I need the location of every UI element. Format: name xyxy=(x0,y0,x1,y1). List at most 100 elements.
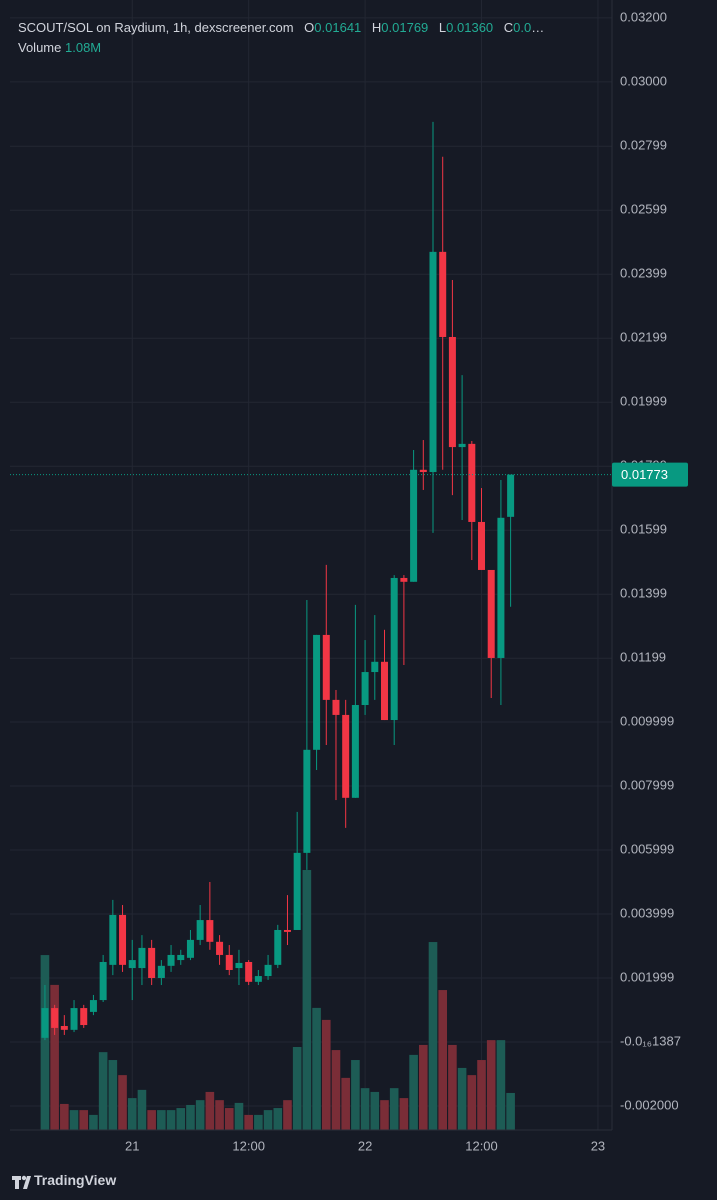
candle-body xyxy=(254,976,262,982)
volume-layer xyxy=(40,870,515,1130)
candle-body xyxy=(458,443,466,448)
volume-bar xyxy=(448,1044,457,1130)
y-tick-label: 0.003999 xyxy=(620,905,674,920)
candle-body xyxy=(390,577,398,721)
volume-bar xyxy=(312,1007,321,1130)
volume-bar xyxy=(331,1050,341,1130)
volume-bar xyxy=(244,1114,253,1130)
volume-bar xyxy=(127,1098,137,1130)
volume-bar xyxy=(118,1075,127,1130)
candle-body xyxy=(109,914,117,965)
candle-body xyxy=(400,577,408,582)
x-tick-label: 21 xyxy=(125,1138,139,1153)
y-tick-label: 0.007999 xyxy=(620,777,674,792)
volume-bar xyxy=(166,1110,176,1130)
candle-body xyxy=(148,947,156,978)
candle-body xyxy=(439,251,447,337)
volume-row: Volume 1.08M xyxy=(18,38,548,58)
candle-body xyxy=(167,954,175,966)
candle-body xyxy=(497,517,505,658)
volume-bar xyxy=(283,1100,292,1130)
volume-label: Volume xyxy=(18,40,62,55)
candle-body xyxy=(332,699,340,715)
y-tick-label: 0.02399 xyxy=(620,266,667,281)
logo xyxy=(12,1175,31,1189)
candle-body xyxy=(361,672,369,706)
candle-body xyxy=(235,962,243,969)
y-tick-label: 0.02599 xyxy=(620,202,667,217)
candle-body xyxy=(41,1008,49,1038)
volume-bar xyxy=(292,1046,302,1130)
candle-body xyxy=(99,961,107,1001)
candle-body xyxy=(322,634,330,700)
volume-bar xyxy=(506,1092,515,1130)
volume-bar xyxy=(477,1060,486,1130)
candle-body xyxy=(186,939,194,958)
last-price-box xyxy=(612,462,688,487)
y-tick-label: -0.0₁₆1387 xyxy=(620,1033,681,1048)
y-tick-label: 0.001999 xyxy=(620,969,674,984)
volume-bar xyxy=(273,1108,283,1130)
x-tick-label: 23 xyxy=(591,1138,605,1153)
volume-bar xyxy=(496,1040,506,1130)
candle-body xyxy=(196,920,204,940)
ohlc-value: 0.01360 xyxy=(446,20,494,35)
candle-body xyxy=(351,705,359,798)
volume-value: 1.08M xyxy=(65,40,102,55)
volume-bar xyxy=(321,1019,331,1130)
volume-bar xyxy=(486,1040,496,1130)
volume-bar xyxy=(137,1089,147,1130)
volume-bar xyxy=(98,1052,108,1130)
volume-bar xyxy=(254,1114,263,1130)
volume-bar xyxy=(457,1067,467,1130)
volume-bar xyxy=(360,1088,370,1130)
y-tick-label: 0.02199 xyxy=(620,330,667,345)
volume-bar xyxy=(195,1100,205,1130)
volume-bar xyxy=(186,1104,195,1130)
candle-body xyxy=(410,469,418,582)
candle-body xyxy=(429,251,437,473)
volume-bar xyxy=(205,1091,215,1130)
candle-body xyxy=(80,1008,88,1026)
x-tick-label: 12:00 xyxy=(465,1138,498,1153)
volume-bar xyxy=(147,1110,156,1130)
candle-body xyxy=(478,521,486,570)
candle-body xyxy=(313,634,321,750)
candle-body xyxy=(419,469,427,473)
candle-body xyxy=(89,1000,97,1012)
volume-bar xyxy=(224,1108,234,1130)
volume-bar xyxy=(50,984,59,1130)
legend: SCOUT/SOL on Raydium, 1h, dexscreener.co… xyxy=(18,18,548,58)
volume-bar xyxy=(409,1054,418,1130)
candle-body xyxy=(119,914,127,965)
volume-bar xyxy=(234,1102,244,1130)
y-tick-label: 0.01999 xyxy=(620,394,667,409)
y-tick-label: 0.03200 xyxy=(620,9,667,24)
y-tick-label: -0.002000 xyxy=(620,1097,679,1112)
volume-bar xyxy=(467,1075,477,1130)
candle-body xyxy=(138,947,146,969)
logo-part xyxy=(21,1175,27,1181)
candle-body xyxy=(293,852,301,930)
candle-body xyxy=(245,961,253,982)
volume-bar xyxy=(380,1100,389,1130)
volume-bar xyxy=(438,990,448,1130)
x-tick-label: 12:00 xyxy=(232,1138,265,1153)
ohlc-value: 0.01773 xyxy=(513,20,548,35)
candle-body xyxy=(157,965,165,978)
candle-body xyxy=(216,941,224,955)
y-tick-label: 0.01399 xyxy=(620,586,667,601)
candle-body xyxy=(70,1008,78,1030)
y-tick-label: 0.03000 xyxy=(620,73,667,88)
volume-bar xyxy=(302,870,312,1130)
volume-bar xyxy=(263,1110,273,1130)
candle-body xyxy=(468,443,476,522)
axes: 0.03200 0.03000 0.02799 0.02599 0.02399 0.021… xyxy=(10,0,688,1153)
candle-body xyxy=(487,569,495,658)
ohlc-row: SCOUT/SOL on Raydium, 1h, dexscreener.co… xyxy=(18,18,548,38)
y-tick-label: 0.01599 xyxy=(620,522,667,537)
volume-bar xyxy=(370,1091,380,1130)
candle-body xyxy=(371,661,379,673)
